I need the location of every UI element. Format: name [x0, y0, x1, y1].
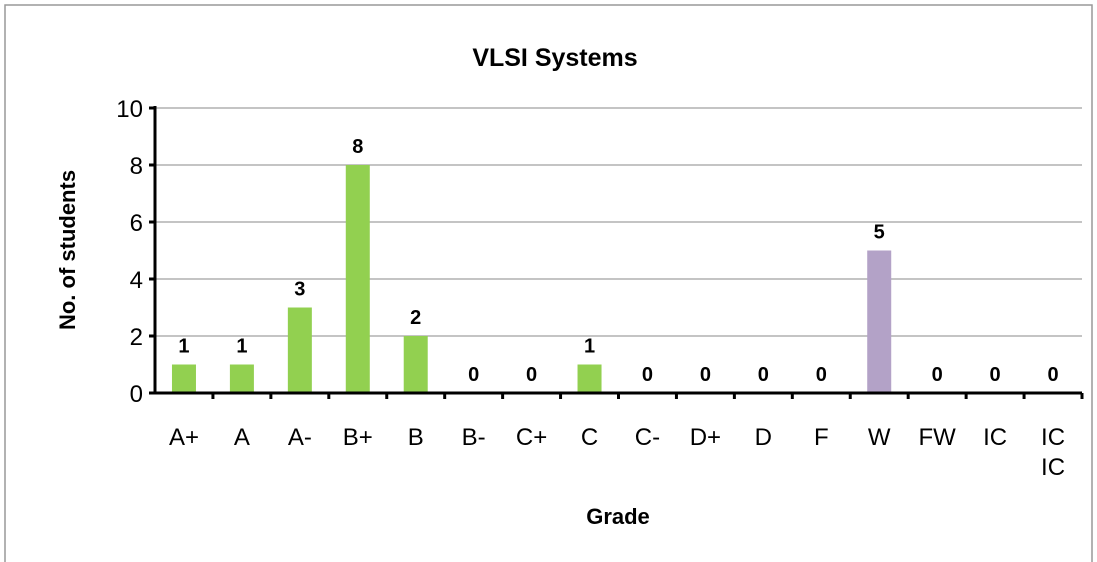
y-tick-label: 6: [130, 210, 143, 237]
x-tick-label: FW: [919, 424, 957, 451]
value-label: 0: [642, 364, 653, 386]
value-label: 0: [700, 364, 711, 386]
x-tick-label: D+: [690, 424, 721, 451]
value-label: 0: [816, 364, 827, 386]
x-tick-label: D: [755, 424, 772, 451]
value-label: 0: [932, 364, 943, 386]
x-tick-label: C-: [635, 424, 660, 451]
y-tick-label: 2: [130, 324, 143, 351]
value-label: 0: [758, 364, 769, 386]
value-label: 0: [990, 364, 1001, 386]
x-tick-label: B-: [462, 424, 486, 451]
value-label: 2: [410, 307, 421, 329]
bar: [867, 250, 892, 393]
value-label: 8: [352, 136, 363, 158]
value-label: 0: [526, 364, 537, 386]
bar: [287, 307, 312, 393]
x-tick-label: A-: [288, 424, 312, 451]
y-tick-label: 8: [130, 153, 143, 180]
bar: [229, 364, 254, 393]
x-tick-label: IC IC: [1041, 424, 1065, 481]
x-tick-label: A+: [169, 424, 199, 451]
value-label: 1: [584, 336, 595, 358]
value-label: 1: [236, 336, 247, 358]
chart-title: VLSI Systems: [472, 44, 637, 72]
y-tick-label: 10: [116, 96, 143, 123]
bar: [403, 336, 428, 393]
y-tick-label: 0: [130, 381, 143, 408]
value-label: 0: [468, 364, 479, 386]
x-tick-label: C: [581, 424, 598, 451]
x-tick-label: W: [868, 424, 891, 451]
bar: [577, 364, 602, 393]
x-tick-label: B: [408, 424, 424, 451]
x-axis-label: Grade: [586, 504, 650, 529]
x-tick-label: A: [234, 424, 250, 451]
y-tick-label: 4: [130, 267, 143, 294]
x-tick-label: F: [814, 424, 829, 451]
value-label: 1: [178, 336, 189, 358]
x-tick-label: B+: [343, 424, 373, 451]
bar: [345, 165, 370, 393]
y-axis-label: No. of students: [55, 170, 80, 330]
bar: [171, 364, 196, 393]
value-label: 3: [294, 279, 305, 301]
value-label: 5: [874, 222, 885, 244]
x-tick-label: IC: [983, 424, 1007, 451]
value-label: 0: [1047, 364, 1058, 386]
x-tick-label: C+: [516, 424, 547, 451]
chart-frame: [4, 4, 1093, 562]
